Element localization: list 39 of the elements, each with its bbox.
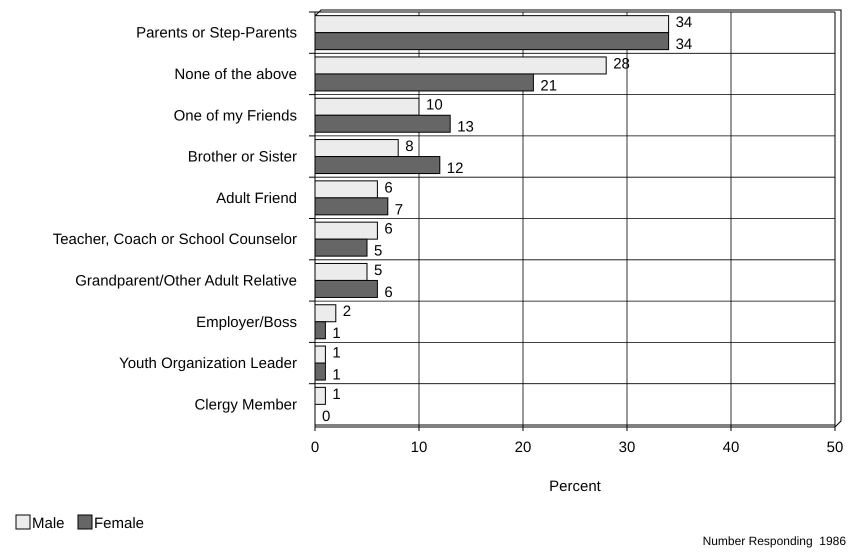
- data-label: 1: [332, 386, 341, 403]
- y-tick-label: Employer/Boss: [196, 314, 297, 331]
- data-label: 13: [457, 118, 474, 136]
- data-label: 1: [332, 344, 341, 362]
- y-tick-label: Parents or Step-Parents: [136, 24, 297, 42]
- data-label: 34: [676, 14, 692, 32]
- x-tick-label: 0: [310, 439, 320, 456]
- data-label: 1: [332, 325, 341, 342]
- x-tick-label: 10: [410, 439, 428, 456]
- data-label: 34: [676, 36, 692, 54]
- legend-label: Female: [94, 515, 144, 532]
- data-label: 12: [446, 160, 464, 178]
- y-tick-label: Clergy Member: [194, 396, 297, 414]
- data-label: 6: [384, 179, 393, 196]
- x-tick-label: 40: [722, 439, 740, 456]
- x-tick-label: 20: [514, 439, 532, 456]
- data-label: 8: [405, 138, 414, 156]
- y-tick-label: Brother or Sister: [188, 148, 297, 166]
- data-label: 2: [342, 303, 352, 320]
- x-axis-title: Percent: [549, 478, 602, 495]
- data-label: 5: [374, 262, 382, 279]
- x-tick-label: 30: [618, 439, 636, 456]
- text: Number Responding 1986: [702, 534, 846, 548]
- y-tick-label: Grandparent/Other Adult Relative: [75, 272, 297, 290]
- y-tick-label: Adult Friend: [216, 190, 297, 207]
- y-tick-label: Youth Organization Leader: [119, 355, 297, 372]
- y-tick-label: One of my Friends: [174, 107, 297, 124]
- data-label: 6: [384, 220, 393, 238]
- data-label: 6: [384, 284, 393, 301]
- data-label: 21: [540, 77, 558, 94]
- data-label: 7: [394, 201, 404, 218]
- data-label: 5: [374, 242, 382, 260]
- y-tick-label: Teacher, Coach or School Counselor: [52, 231, 297, 248]
- data-label: 10: [426, 96, 443, 114]
- legend-label: Male: [32, 515, 65, 532]
- data-label: 0: [322, 408, 330, 425]
- data-label: 1: [332, 366, 341, 384]
- y-tick-label: None of the above: [174, 66, 297, 83]
- x-tick-label: 50: [826, 439, 844, 456]
